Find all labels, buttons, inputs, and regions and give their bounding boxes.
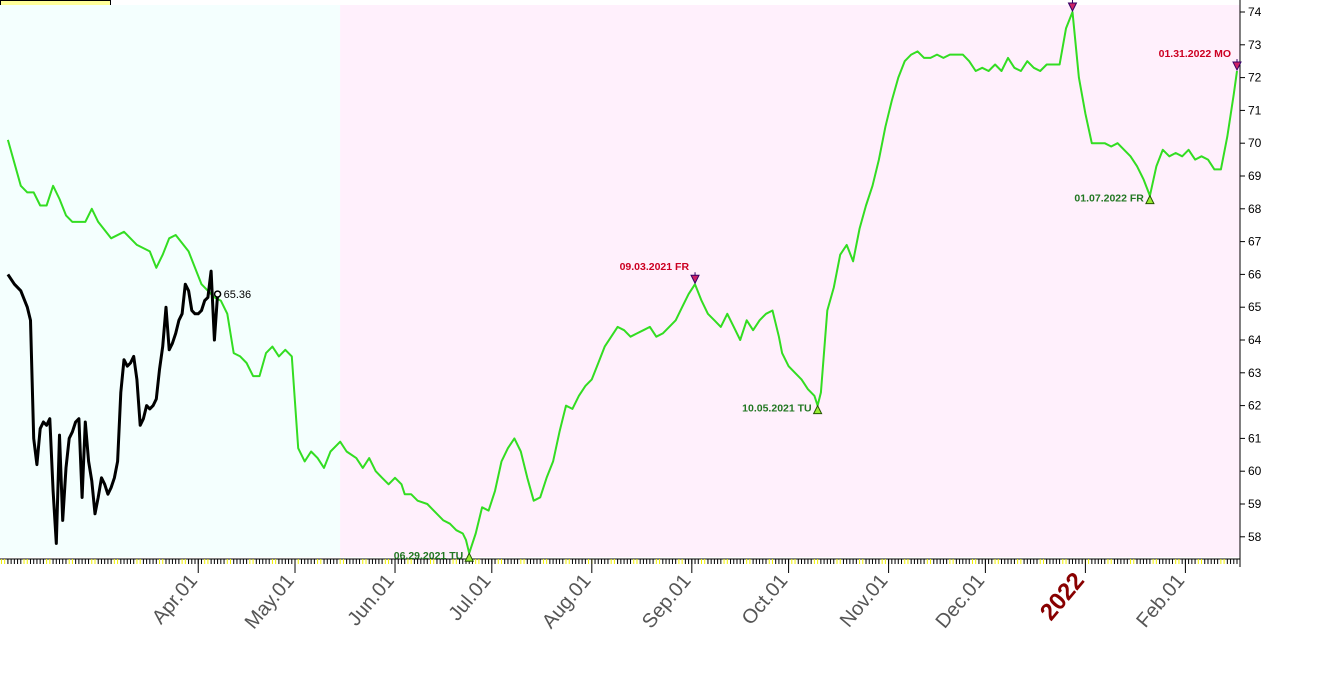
y-tick-label: 63 [1248, 366, 1262, 380]
y-tick-label: 59 [1248, 497, 1262, 511]
y-tick-label: 70 [1248, 136, 1262, 150]
bottom-marker-triangle [812, 404, 823, 415]
top-marker: 12.16.2021 TH [997, 0, 1078, 13]
y-tick-label: 65 [1248, 300, 1262, 314]
x-month-label: Jun.01 [343, 570, 398, 630]
x-month-label: May.01 [241, 570, 299, 633]
y-tick-label: 60 [1248, 464, 1262, 478]
forecast-area [340, 5, 1241, 557]
last-value-dot [213, 290, 222, 298]
y-tick-label: 58 [1248, 530, 1262, 544]
last-value-label: 65.36 [224, 289, 252, 301]
x-month-label: Apr.01 [148, 570, 202, 628]
marker-label: 12.16.2021 TH [997, 0, 1066, 1]
x-minor-ticks [0, 559, 1238, 564]
x-month-label: Oct.01 [738, 570, 793, 629]
y-tick-label: 69 [1248, 169, 1262, 183]
marker-label: 06.29.2021 TU [394, 550, 463, 562]
y-tick-label: 72 [1248, 71, 1262, 85]
bottom-marker: 06.29.2021 TU [394, 550, 475, 562]
x-month-label: Nov.01 [836, 570, 893, 632]
price-line [6, 269, 220, 545]
y-tick-label: 66 [1248, 267, 1262, 281]
history-area [0, 5, 341, 557]
y-tick-label: 68 [1248, 202, 1262, 216]
y-tick-label: 67 [1248, 235, 1262, 249]
bottom-marker-triangle [464, 552, 475, 562]
marker-label: 01.31.2022 MO [1159, 48, 1231, 60]
marker-label: 10.05.2021 TU [742, 403, 811, 415]
y-tick-label: 61 [1248, 431, 1262, 445]
forecast-line [6, 11, 1238, 555]
y-tick-label: 71 [1248, 103, 1262, 117]
x-month-label: Sep.01 [638, 570, 696, 633]
x-month-label: Jul.01 [444, 570, 495, 625]
x-year-label: 2022 [1035, 568, 1090, 626]
top-marker: 09.03.2021 FR [620, 261, 700, 285]
marker-label: 09.03.2021 FR [620, 261, 690, 273]
marker-label: 01.07.2022 FR [1074, 193, 1144, 205]
x-month-label: Dec.01 [932, 570, 990, 633]
y-tick-label: 74 [1248, 5, 1262, 19]
x-month-label: Feb.01 [1132, 570, 1189, 632]
bottom-marker: 01.07.2022 FR [1074, 193, 1155, 205]
y-tick-label: 62 [1248, 399, 1262, 413]
bottom-marker-triangle [1145, 194, 1155, 205]
y-tick-label: 73 [1248, 38, 1262, 52]
x-month-label: Aug.01 [538, 570, 596, 633]
bottom-marker: 10.05.2021 TU [742, 403, 823, 415]
y-tick-label: 64 [1248, 333, 1262, 347]
top-marker: 01.31.2022 MO [1159, 48, 1242, 72]
